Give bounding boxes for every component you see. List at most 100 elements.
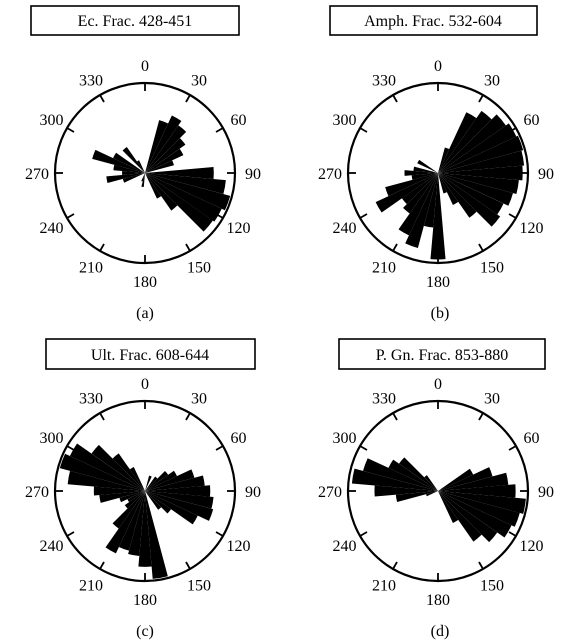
panel-c-petal-330: [129, 467, 145, 491]
panel-c-title-box: [45, 338, 256, 370]
panel-a-tick-330: [99, 94, 105, 103]
panel-a-angle-label-180: 180: [133, 274, 157, 291]
panel-c-angle-label-150: 150: [187, 578, 211, 595]
panel-c-angle-label-60: 60: [231, 430, 247, 447]
panel-d-title: P. Gn. Frac. 853-880: [376, 347, 508, 364]
panel-b-title: Amph. Frac. 532-604: [364, 13, 502, 30]
panel-a-petal-270: [122, 171, 145, 175]
panel-a-angle-label-330: 330: [79, 72, 103, 89]
panel-c-angle-label-30: 30: [191, 390, 207, 407]
panel-a-tick-30: [185, 94, 191, 103]
panel-b-tick-30: [478, 94, 484, 103]
panel-d-tick-300: [359, 445, 368, 451]
panel-a-petal-260: [106, 173, 145, 184]
panel-b-angle-label-180: 180: [426, 274, 450, 291]
panel-b-rose: 0 30 60 90 120 150 180 210 240 270 300 330: [318, 58, 554, 291]
panel-a-petal-140: [145, 173, 178, 211]
panel-d-petal-60: [438, 468, 474, 491]
panel-d-petal-300: [388, 459, 438, 491]
panel-a-petal-30: [145, 115, 182, 173]
panel-d-angle-label-60: 60: [524, 430, 540, 447]
panel-b-petal-270: [404, 170, 438, 176]
panel-c-petal-290: [59, 453, 146, 491]
panel-c-petal-240: [127, 491, 145, 503]
panel-d-petal-100: [438, 491, 526, 514]
panel-d-petal-320: [424, 475, 438, 491]
panel-a-label: (a): [136, 305, 154, 322]
panel-a-tick-300: [66, 127, 75, 133]
panel-b-petal-210: [398, 173, 438, 236]
panel-a-tick-240: [66, 213, 75, 219]
panel-a-petal-320: [122, 146, 145, 173]
panel-c-tick-300: [66, 445, 75, 451]
panel-c-petal-80: [145, 475, 205, 491]
panel-b-petal-30: [438, 112, 477, 173]
panel-a-petal-130: [145, 173, 213, 232]
panel-c-angle-label-210: 210: [79, 578, 103, 595]
panel-b-tick-240: [359, 213, 368, 219]
panel-b-angle-label-120: 120: [520, 220, 544, 237]
panel-a-angle-label-60: 60: [231, 112, 247, 129]
panel-d-angle-label-150: 150: [480, 578, 504, 595]
panel-b-angle-label-330: 330: [372, 72, 396, 89]
panel-c: Ult. Frac. 608-644 0 30 60 90 120 150 180 210 24…: [25, 338, 261, 640]
panel-d-angle-label-90: 90: [538, 484, 554, 501]
panel-d-petal-260: [395, 491, 438, 502]
panel-d-tick-60: [508, 445, 517, 451]
panel-c-petal-50: [145, 471, 169, 491]
panel-c-petal-280: [67, 470, 145, 491]
panel-d-petal-130: [438, 491, 498, 543]
panel-b-petal-300: [417, 159, 438, 173]
panel-c-tick-120: [215, 531, 224, 537]
panel-b-petal-200: [405, 173, 438, 248]
panel-b-petal-80: [438, 150, 525, 173]
panel-c-petal-260: [99, 491, 145, 503]
panel-b-angle-label-270: 270: [318, 166, 342, 183]
panel-d-petal-140: [438, 491, 482, 542]
panel-d-rose: 0 30 60 90 120 150 180 210 240 270 300 330: [318, 376, 554, 609]
panel-a-angle-label-150: 150: [187, 260, 211, 277]
panel-c-petal-90: [145, 485, 211, 497]
panel-a-petal-90: [145, 167, 214, 179]
panel-c-petal-40: [145, 476, 158, 491]
panel-a-title: Ec. Frac. 428-451: [78, 13, 193, 30]
panel-a-petal-40: [145, 125, 187, 173]
panel-d-petal-70: [438, 467, 493, 491]
panel-d-tick-240: [359, 531, 368, 537]
panel-d-petal-120: [438, 491, 512, 538]
panel-c-petal-200: [118, 491, 145, 551]
panel-b-tick-120: [508, 213, 517, 219]
panel-b-petal-260: [411, 173, 438, 180]
panel-a-petal-330: [136, 160, 145, 173]
panel-c-petal-70: [145, 469, 195, 491]
panel-b-angle-label-210: 210: [372, 260, 396, 277]
panel-a-petal-70: [145, 160, 174, 173]
panel-d-tick-210: [392, 561, 398, 570]
panel-a-angle-label-210: 210: [79, 260, 103, 277]
panel-a-tick-120: [215, 213, 224, 219]
panel-a-tick-150: [185, 243, 191, 252]
panel-c-tick-30: [185, 412, 191, 421]
panel-b-petal-130: [438, 173, 501, 227]
panel-a-angle-label-30: 30: [191, 72, 207, 89]
panel-c-label: (c): [136, 623, 154, 640]
panel-a-tick-60: [215, 127, 224, 133]
panel-c-petal-190: [128, 491, 145, 557]
panel-b-petal-120: [438, 173, 504, 215]
panel-a-petal-110: [145, 173, 231, 211]
panel-a-petal-150: [145, 173, 162, 199]
panel-b-angle-label-0: 0: [434, 58, 442, 75]
panel-c-title: Ult. Frac. 608-644: [91, 347, 209, 364]
panel-c-angle-label-300: 300: [39, 430, 63, 447]
panel-c-tick-240: [66, 531, 75, 537]
panel-b: Amph. Frac. 532-604 0 30 60 90 120 150 180 210 2…: [318, 5, 554, 322]
panel-a-rose: 0 30 60 90 120 150 180 210 240 270 300 330: [25, 58, 261, 291]
panel-a-petal-200: [141, 173, 145, 182]
panel-a-tick-210: [99, 243, 105, 252]
panel-b-petal-150: [438, 173, 459, 205]
panel-a-title-box: [30, 5, 240, 36]
panel-d-angle-label-180: 180: [426, 592, 450, 609]
panel-a-angle-label-270: 270: [25, 166, 49, 183]
panel-b-petal-220: [403, 173, 438, 214]
